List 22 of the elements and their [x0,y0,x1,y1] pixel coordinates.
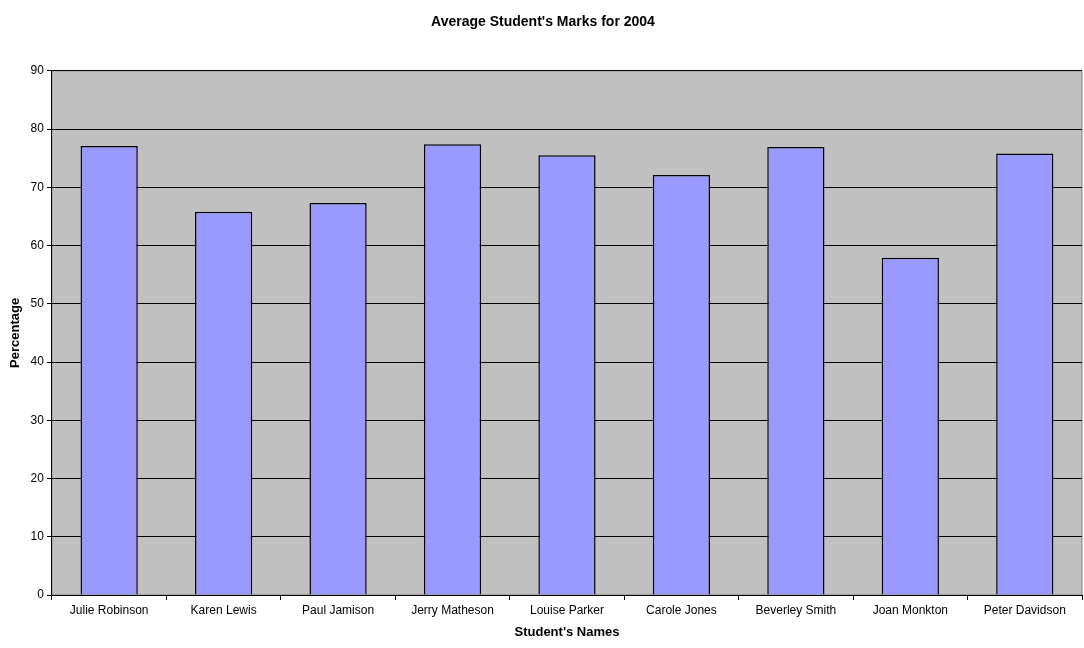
y-axis-title: Percentage [7,297,23,368]
x-tick-label: Julie Robinson [69,602,149,617]
y-tick-label: 10 [30,529,45,544]
y-tick-label: 20 [30,470,45,485]
y-tick-label: 40 [30,354,45,369]
y-tick-label: 70 [30,179,45,194]
x-tick-label: Karen Lewis [190,602,257,617]
x-tick-label: Paul Jamison [302,602,375,617]
x-tick-label: Carole Jones [646,602,717,617]
x-tick-label: Beverley Smith [755,602,837,617]
y-tick-label: 30 [30,412,45,427]
y-tick-label: 80 [30,121,45,136]
y-tick-label: 0 [37,587,45,602]
x-tick-label: Louise Parker [529,602,604,617]
y-tick-label: 50 [30,296,45,311]
x-tick-label: Jerry Matheson [411,602,494,617]
x-tick-label: Peter Davidson [983,602,1066,617]
x-axis-title: Student's Names [514,623,620,639]
chart-title: Average Student's Marks for 2004 [431,13,656,30]
y-tick-label: 60 [30,237,45,252]
x-tick-label: Joan Monkton [872,602,949,617]
y-tick-label: 90 [30,63,45,78]
